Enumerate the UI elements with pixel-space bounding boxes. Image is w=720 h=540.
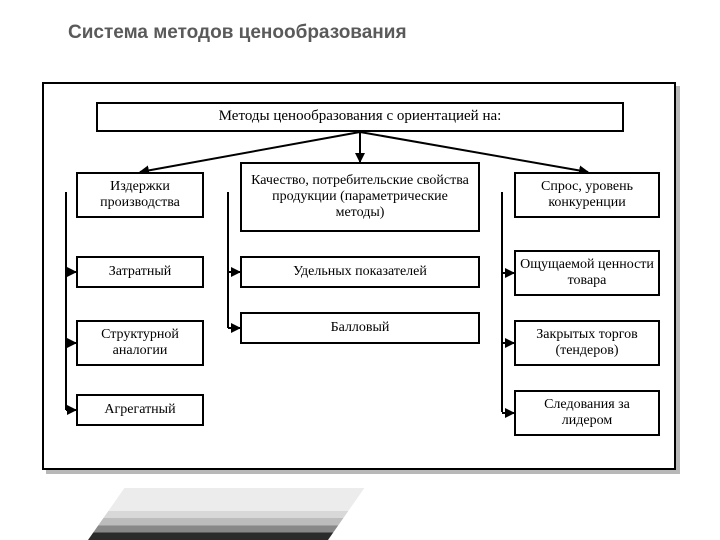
column-1-item-1: Балловый [240,312,480,344]
column-0-item-2: Агрегатный [76,394,204,426]
column-0-item-1: Структурной аналогии [76,320,204,366]
column-0-item-0: Затратный [76,256,204,288]
column-2-item-1: Закрытых торгов (тендеров) [514,320,660,366]
column-header-1: Качество, потребительские свойства проду… [240,162,480,232]
column-2-item-2: Следования за лидером [514,390,660,436]
column-header-2: Спрос, уровень конкуренции [514,172,660,218]
column-2-item-0: Ощущаемой ценности товара [514,250,660,296]
column-header-0: Издержки производства [76,172,204,218]
diagram-frame: Методы ценообразования с ориентацией на:… [42,82,676,470]
column-1-item-0: Удельных показателей [240,256,480,288]
decorative-wedge [88,488,364,540]
root-box: Методы ценообразования с ориентацией на: [96,102,624,132]
page-title: Система методов ценообразования [0,0,720,44]
